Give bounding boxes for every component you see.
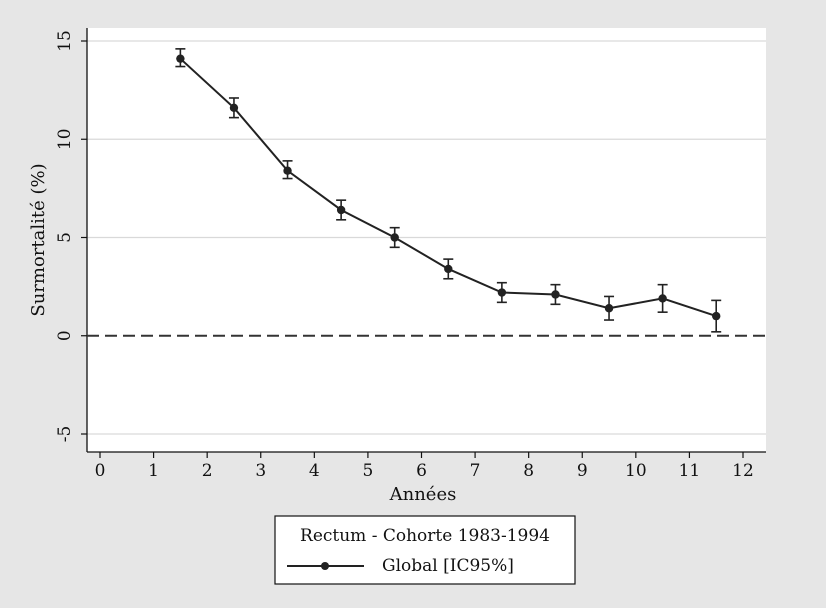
x-tick-label: 9 (577, 461, 588, 481)
y-tick-label: 0 (55, 330, 75, 341)
x-tick-label: 10 (625, 461, 647, 481)
x-tick-label: 6 (416, 461, 427, 481)
data-point (336, 205, 346, 215)
x-tick-label: 4 (309, 461, 320, 481)
x-tick-label: 7 (470, 461, 481, 481)
x-axis-label: Années (389, 484, 457, 505)
data-layer (87, 48, 766, 337)
data-point (604, 304, 614, 313)
x-tick-label: 1 (148, 461, 159, 481)
y-tick-label: -5 (55, 426, 75, 443)
x-tick-label: 0 (95, 461, 106, 481)
data-point (283, 166, 292, 175)
legend-box (274, 515, 576, 585)
grid-layer (87, 40, 766, 435)
data-point (712, 311, 721, 321)
data-point (658, 294, 667, 303)
y-tick-label: 15 (55, 30, 75, 52)
data-point (390, 233, 399, 242)
x-tick-label: 5 (363, 461, 374, 481)
legend: Rectum - Cohorte 1983-1994 Global [IC95%… (274, 515, 576, 585)
x-tick-label: 3 (255, 461, 266, 481)
data-point (176, 54, 185, 63)
data-point (497, 288, 507, 297)
y-tick-label: 10 (55, 128, 75, 150)
x-tick-label: 12 (732, 461, 754, 481)
data-point (229, 103, 239, 113)
legend-title: Rectum - Cohorte 1983-1994 (300, 526, 550, 546)
x-tick-label: 2 (202, 461, 213, 481)
data-point (551, 290, 560, 299)
plot-area (87, 28, 766, 452)
y-axis-label: Surmortalité (%) (28, 163, 49, 316)
y-tick-label: 5 (55, 232, 75, 243)
x-tick-label: 11 (679, 461, 701, 481)
x-tick-label: 8 (523, 461, 534, 481)
legend-series-label: Global [IC95%] (382, 556, 514, 576)
legend-marker (321, 562, 329, 570)
data-point (444, 264, 453, 274)
